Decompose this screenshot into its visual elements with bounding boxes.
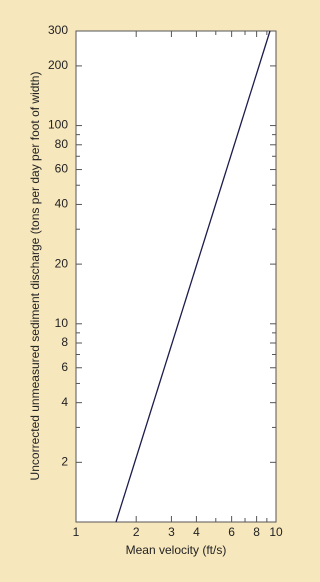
y-tick-label: 2 xyxy=(61,455,68,469)
y-axis-label: Uncorrected unmeasured sediment discharg… xyxy=(28,72,42,481)
y-tick-label: 40 xyxy=(55,197,69,211)
y-tick-label: 100 xyxy=(48,118,68,132)
x-tick-label: 1 xyxy=(73,525,80,539)
x-tick-label: 2 xyxy=(133,525,140,539)
y-tick-label: 200 xyxy=(48,58,68,72)
x-tick-label: 4 xyxy=(193,525,200,539)
y-tick-label: 6 xyxy=(61,360,68,374)
y-tick-label: 300 xyxy=(48,23,68,37)
x-tick-label: 3 xyxy=(168,525,175,539)
line xyxy=(115,30,271,523)
x-axis-label: Mean velocity (ft/s) xyxy=(126,543,227,557)
x-tick-label: 6 xyxy=(228,525,235,539)
y-tick-label: 10 xyxy=(55,316,69,330)
y-tick-label: 8 xyxy=(61,335,68,349)
y-tick-label: 20 xyxy=(55,256,69,270)
y-tick-label: 4 xyxy=(61,395,68,409)
x-tick-label: 8 xyxy=(253,525,260,539)
y-tick-label: 60 xyxy=(55,162,69,176)
x-tick-label: 10 xyxy=(269,525,283,539)
plot-area xyxy=(75,30,277,523)
y-tick-label: 80 xyxy=(55,137,69,151)
